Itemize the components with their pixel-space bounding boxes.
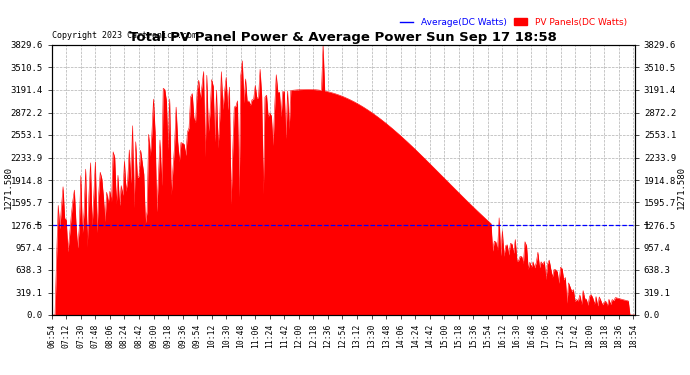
Text: +: + (32, 220, 41, 230)
Title: Total PV Panel Power & Average Power Sun Sep 17 18:58: Total PV Panel Power & Average Power Sun… (129, 31, 558, 44)
Text: +: + (642, 220, 650, 230)
Legend: Average(DC Watts), PV Panels(DC Watts): Average(DC Watts), PV Panels(DC Watts) (396, 14, 630, 31)
Text: Copyright 2023 Cartronics.com: Copyright 2023 Cartronics.com (52, 31, 197, 40)
Text: 1271.580: 1271.580 (3, 166, 13, 209)
Text: 1271.580: 1271.580 (677, 166, 687, 209)
